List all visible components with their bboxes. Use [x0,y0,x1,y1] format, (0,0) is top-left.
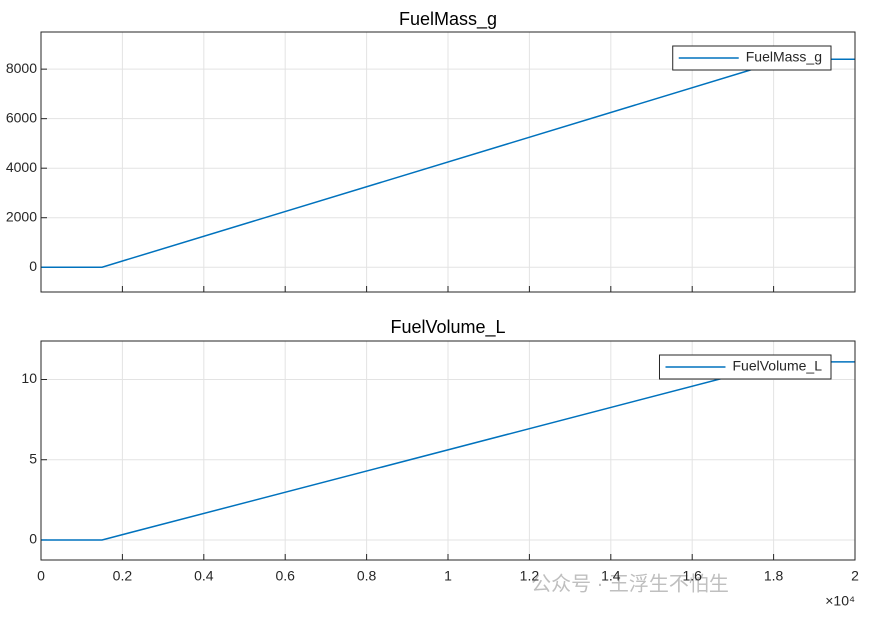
watermark: 公众号 · 王浮生不怕生 [531,572,729,595]
legend: FuelMass_g [672,45,832,71]
x-tick-label: 2 [851,568,859,584]
legend: FuelVolume_L [658,354,832,380]
y-tick-label: 0 [29,531,37,547]
x-tick-label: 1.2 [520,568,540,584]
y-tick-label: 10 [21,370,37,386]
x-tick-label: 1 [444,568,452,584]
y-tick-label: 4000 [6,159,37,175]
x-tick-label: 0.8 [357,568,377,584]
y-tick-label: 6000 [6,109,37,125]
legend-label: FuelVolume_L [732,358,822,374]
x-tick-label: 1.6 [682,568,702,584]
chart-title: FuelMass_g [399,9,497,30]
x-tick-label: 1.4 [601,568,621,584]
y-tick-label: 8000 [6,60,37,76]
axes-box [40,31,856,293]
x-tick-label: 0.4 [194,568,214,584]
x-exponent-label: ×10⁴ [825,593,855,609]
x-tick-label: 0.6 [275,568,295,584]
x-tick-label: 0.2 [113,568,133,584]
chart-title: FuelVolume_L [390,317,505,338]
y-tick-label: 5 [29,450,37,466]
axes-box [40,340,856,561]
x-tick-label: 0 [37,568,45,584]
y-tick-label: 2000 [6,208,37,224]
x-tick-label: 1.8 [764,568,784,584]
y-tick-label: 0 [29,258,37,274]
legend-label: FuelMass_g [746,49,822,65]
